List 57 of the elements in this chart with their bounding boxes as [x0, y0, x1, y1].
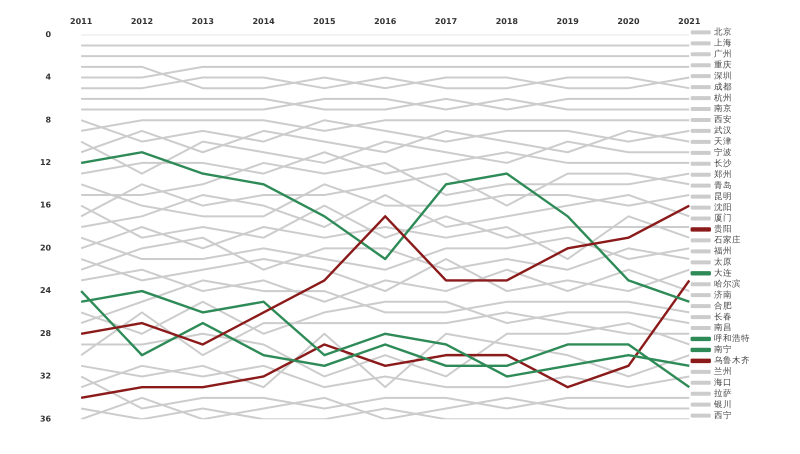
- legend-label: 沈阳: [714, 202, 732, 213]
- y-tick-label: 36: [40, 414, 52, 424]
- legend-label: 南京: [714, 103, 732, 114]
- legend-label: 合肥: [714, 300, 732, 312]
- legend-label: 海口: [714, 376, 732, 388]
- legend-label: 南宁: [714, 344, 732, 356]
- y-tick-label: 4: [46, 72, 52, 82]
- legend-label: 哈尔滨: [714, 278, 741, 290]
- y-tick-label: 0: [46, 30, 52, 39]
- y-tick-label: 12: [40, 158, 52, 168]
- legend-label: 大连: [714, 267, 732, 278]
- legend-label: 广州: [714, 48, 732, 60]
- legend-label: 上海: [714, 38, 732, 49]
- legend-label: 西安: [714, 114, 732, 126]
- legend-label: 石家庄: [714, 234, 741, 246]
- legend-label: 银川: [713, 398, 732, 410]
- legend-label: 北京: [714, 26, 732, 38]
- legend-label: 贵阳: [714, 224, 732, 235]
- legend-label: 兰州: [714, 366, 732, 378]
- legend-label: 厦门: [714, 212, 732, 224]
- y-tick-label: 24: [40, 286, 52, 296]
- legend-label: 呼和浩特: [714, 333, 750, 344]
- x-tick-label: 2014: [252, 17, 276, 26]
- legend-label: 济南: [714, 289, 732, 300]
- legend-label: 成都: [714, 81, 732, 92]
- legend-label: 福州: [714, 246, 732, 257]
- x-tick-label: 2012: [130, 17, 154, 26]
- legend-label: 重庆: [714, 59, 732, 70]
- x-tick-label: 2020: [617, 17, 640, 26]
- x-tick-label: 2016: [374, 17, 397, 26]
- legend-label: 武汉: [714, 125, 732, 136]
- legend-label: 太原: [714, 256, 732, 268]
- legend-label: 南昌: [714, 322, 732, 334]
- legend-label: 长沙: [714, 158, 732, 169]
- x-tick-label: 2013: [192, 17, 214, 26]
- x-tick-label: 2011: [70, 17, 93, 26]
- y-tick-label: 28: [40, 328, 52, 338]
- x-tick-label: 2017: [434, 17, 458, 26]
- legend-label: 深圳: [714, 70, 732, 82]
- legend-label: 宁波: [714, 147, 732, 158]
- legend-label: 青岛: [714, 180, 732, 191]
- legend-label: 杭州: [713, 92, 732, 104]
- x-tick-label: 2018: [496, 17, 518, 26]
- legend-label: 西宁: [714, 410, 732, 421]
- x-tick-label: 2021: [678, 17, 701, 26]
- legend-label: 长春: [714, 311, 732, 322]
- legend-label: 昆明: [714, 190, 732, 202]
- legend-label: 乌鲁木齐: [714, 355, 750, 366]
- y-tick-label: 32: [40, 372, 52, 381]
- legend-label: 郑州: [714, 168, 732, 180]
- x-tick-label: 2015: [313, 17, 336, 26]
- legend-label: 天津: [714, 136, 732, 148]
- x-tick-label: 2019: [556, 17, 580, 26]
- y-tick-label: 20: [40, 243, 52, 252]
- y-tick-label: 8: [46, 115, 52, 124]
- y-tick-label: 16: [40, 200, 52, 210]
- legend-label: 拉萨: [714, 388, 732, 399]
